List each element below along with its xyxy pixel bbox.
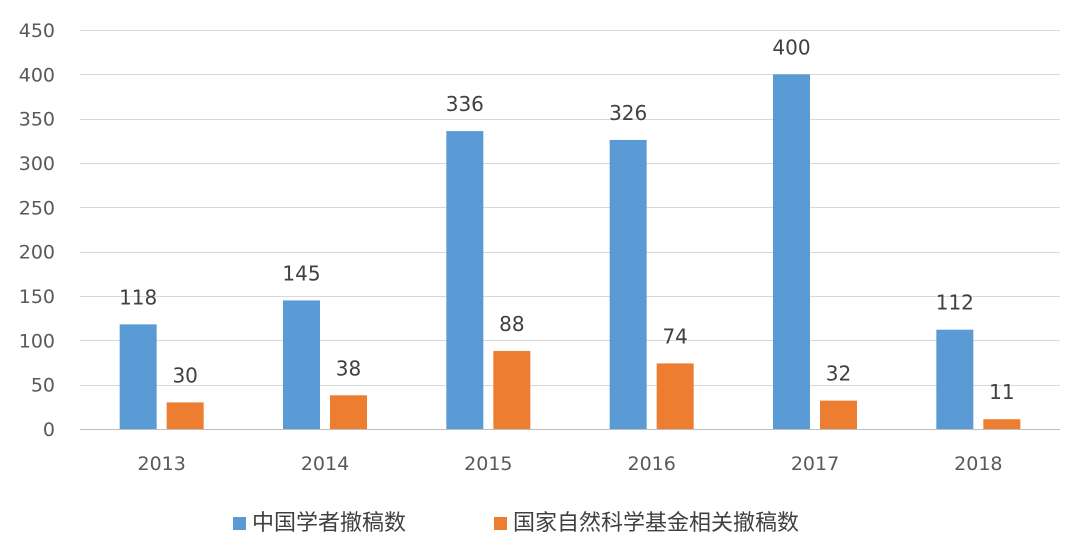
x-axis-ticks: 2013 2014 2015 2016 2017 2018	[137, 453, 1002, 475]
bar-series-2-2015	[493, 350, 531, 429]
data-labels: 118 30 145 38 336 88 326 74 400 32 112 11	[119, 35, 1014, 404]
data-label-series-1-2018: 112	[936, 291, 974, 315]
legend-label-series-2: 国家自然科学基金相关撤稿数	[513, 511, 799, 536]
legend-label-series-1: 中国学者撤稿数	[252, 511, 406, 536]
data-label-series-2-2018: 11	[989, 380, 1014, 404]
data-label-series-1-2014: 145	[282, 261, 320, 285]
y-tick-label: 50	[31, 375, 55, 397]
x-tick-label: 2017	[791, 453, 839, 475]
y-tick-label: 150	[19, 286, 55, 308]
x-tick-label: 2015	[464, 453, 512, 475]
bar-series-1-2013	[119, 324, 157, 429]
bar-series-1-2016	[609, 139, 647, 430]
gridlines	[80, 30, 1060, 430]
data-label-series-1-2013: 118	[119, 285, 157, 309]
legend-swatch-series-1	[233, 517, 246, 530]
bar-series-1-2018	[936, 329, 974, 429]
data-label-series-2-2016: 74	[662, 324, 687, 348]
bar-series-1-2015	[446, 131, 484, 429]
legend-swatch-series-2	[494, 517, 507, 530]
y-tick-label: 300	[19, 153, 55, 175]
x-tick-label: 2016	[627, 453, 675, 475]
data-label-series-1-2017: 400	[772, 35, 810, 59]
x-tick-label: 2014	[301, 453, 349, 475]
y-tick-label: 200	[19, 242, 55, 264]
data-label-series-1-2016: 326	[609, 101, 647, 125]
y-tick-label: 400	[19, 64, 55, 86]
legend: 中国学者撤稿数 国家自然科学基金相关撤稿数	[233, 511, 799, 536]
x-tick-label: 2018	[954, 453, 1002, 475]
bars	[119, 74, 1021, 430]
data-label-series-2-2017: 32	[826, 362, 851, 386]
y-tick-label: 450	[19, 20, 55, 42]
y-tick-label: 350	[19, 109, 55, 131]
data-label-series-2-2013: 30	[172, 363, 197, 387]
y-tick-label: 0	[43, 419, 55, 441]
bar-series-1-2014	[283, 300, 320, 429]
data-label-series-2-2015: 88	[499, 312, 524, 336]
bar-series-2-2013	[166, 402, 204, 429]
data-label-series-2-2014: 38	[336, 356, 361, 380]
y-tick-label: 250	[19, 197, 55, 219]
x-tick-label: 2013	[137, 453, 185, 475]
bar-series-2-2017	[820, 400, 857, 429]
bar-series-2-2018	[983, 419, 1021, 429]
bar-series-1-2017	[773, 74, 810, 429]
bar-series-2-2014	[330, 395, 367, 429]
data-label-series-1-2015: 336	[446, 92, 484, 116]
bar-series-2-2016	[656, 363, 694, 429]
y-axis-ticks: 0 50 100 150 200 250 300 350 400 450	[19, 20, 55, 441]
y-tick-label: 100	[19, 330, 55, 352]
